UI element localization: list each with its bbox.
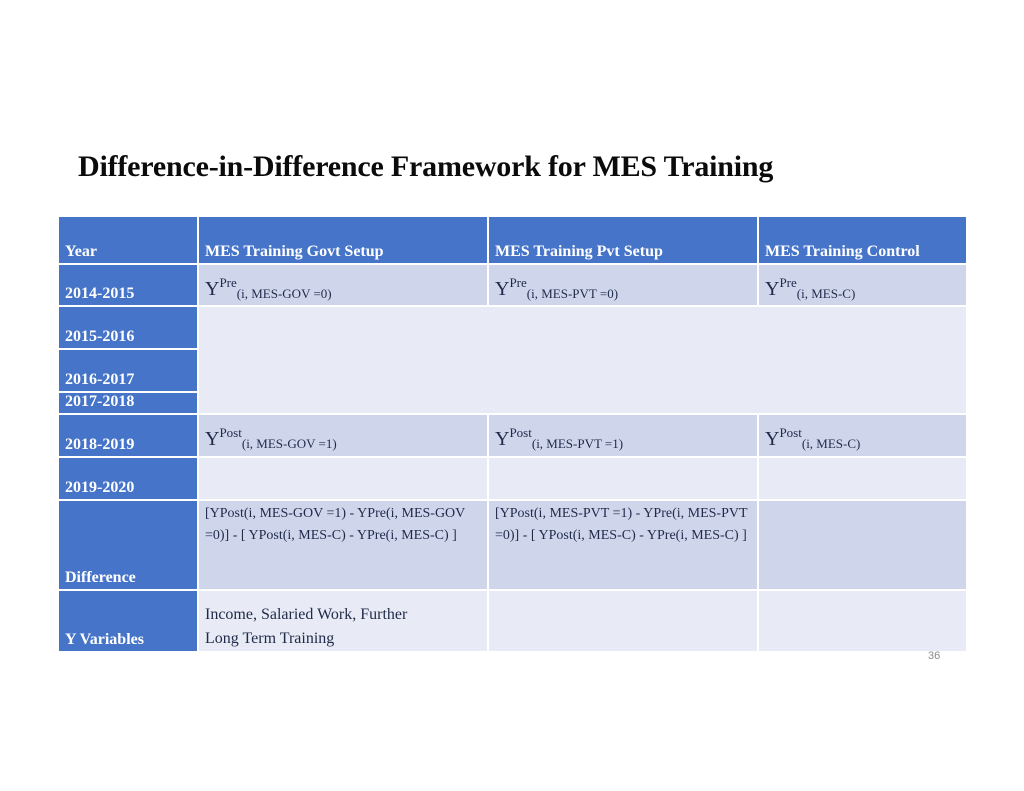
- year-cell: 2018-2019: [57, 413, 199, 458]
- empty-cell: [757, 456, 968, 501]
- header-govt-setup: MES Training Govt Setup: [197, 215, 489, 265]
- table-row: 2015-2016: [57, 305, 968, 415]
- empty-cell: [197, 456, 489, 501]
- slide-title: Difference-in-Difference Framework for M…: [78, 150, 774, 183]
- empty-cell: [487, 456, 759, 501]
- y-variables-list: Income, Salaried Work, Further Long Term …: [197, 589, 489, 653]
- govt-difference-formula: [YPost(i, MES-GOV =1) - YPre(i, MES-GOV …: [197, 499, 489, 591]
- govt-post-cell: YPost(i, MES-GOV =1): [197, 413, 489, 458]
- y-variables-line: Long Term Training: [205, 630, 335, 647]
- y-variables-line: Income, Salaried Work, Further: [205, 606, 408, 623]
- empty-span-cell: [197, 305, 968, 415]
- year-cell: 2019-2020: [57, 456, 199, 501]
- empty-cell: [487, 589, 759, 653]
- govt-pre-cell: YPre(i, MES-GOV =0): [197, 263, 489, 307]
- table-row: 2014-2015 YPre(i, MES-GOV =0) YPre(i, ME…: [57, 263, 968, 307]
- did-framework-table: Year MES Training Govt Setup MES Trainin…: [57, 215, 968, 653]
- control-post-cell: YPost(i, MES-C): [757, 413, 968, 458]
- table-row: 2016-2017: [57, 348, 967, 393]
- year-cell: 2014-2015: [57, 263, 199, 307]
- difference-row: Difference [YPost(i, MES-GOV =1) - YPre(…: [57, 499, 968, 591]
- pvt-pre-cell: YPre(i, MES-PVT =0): [487, 263, 759, 307]
- header-control: MES Training Control: [757, 215, 968, 265]
- table-row: 2019-2020: [57, 456, 968, 501]
- year-cell: 2017-2018: [57, 391, 199, 415]
- table-row: 2017-2018: [57, 391, 967, 415]
- control-difference-cell: [757, 499, 968, 591]
- year-cell: 2015-2016: [57, 305, 199, 350]
- year-cell: 2016-2017: [57, 348, 199, 393]
- page-number: 36: [928, 650, 941, 662]
- difference-label: Difference: [57, 499, 199, 591]
- pvt-post-cell: YPost(i, MES-PVT =1): [487, 413, 759, 458]
- y-variables-row: Y Variables Income, Salaried Work, Furth…: [57, 589, 968, 653]
- pvt-difference-formula: [YPost(i, MES-PVT =1) - YPre(i, MES-PVT …: [487, 499, 759, 591]
- header-pvt-setup: MES Training Pvt Setup: [487, 215, 759, 265]
- header-row: Year MES Training Govt Setup MES Trainin…: [57, 215, 968, 265]
- y-variables-label: Y Variables: [57, 589, 199, 653]
- control-pre-cell: YPre(i, MES-C): [757, 263, 968, 307]
- empty-cell: [757, 589, 968, 653]
- table-row: 2018-2019 YPost(i, MES-GOV =1) YPost(i, …: [57, 413, 968, 458]
- header-year: Year: [57, 215, 199, 265]
